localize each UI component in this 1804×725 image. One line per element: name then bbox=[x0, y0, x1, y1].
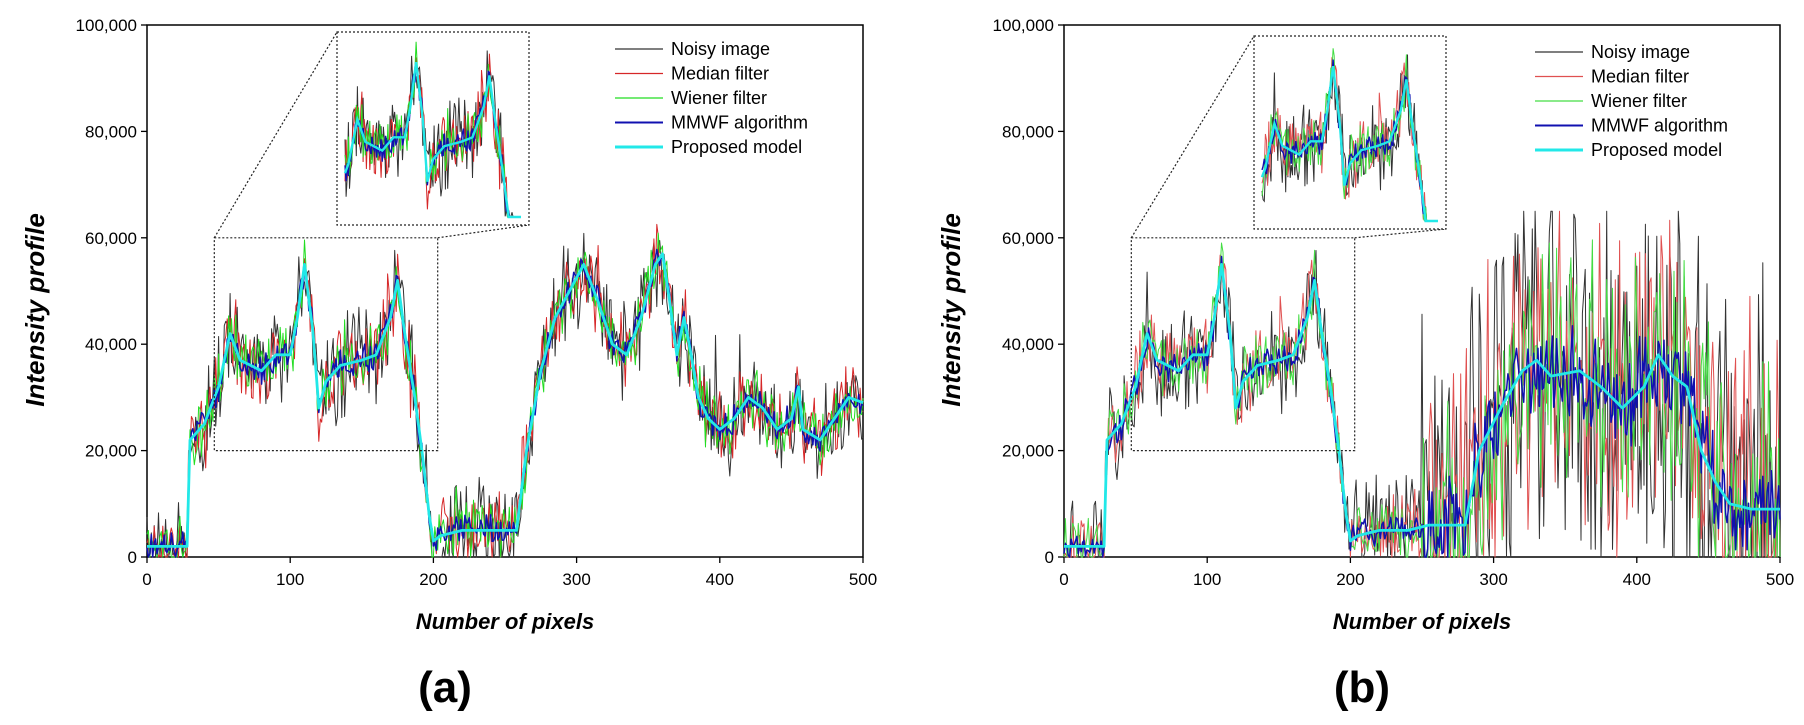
x-tick-label: 0 bbox=[1059, 570, 1068, 589]
zoom-connector bbox=[437, 224, 530, 239]
zoom-connector bbox=[1354, 228, 1447, 239]
legend-label: MMWF algorithm bbox=[671, 113, 808, 133]
y-axis-a: 0 20,000 40,000 60,000 80,000 100,000 bbox=[76, 16, 147, 567]
x-tick-label: 200 bbox=[419, 570, 447, 589]
x-tick-label: 100 bbox=[276, 570, 304, 589]
inset-series-line bbox=[344, 41, 521, 218]
y-tick-label: 40,000 bbox=[85, 335, 137, 354]
y-tick-label: 0 bbox=[128, 548, 137, 567]
inset-series-line bbox=[1261, 54, 1438, 222]
series-line-proposed-model bbox=[1064, 263, 1780, 548]
series-line-proposed-model bbox=[147, 252, 864, 548]
inset-a bbox=[336, 31, 530, 226]
zoom-region-box bbox=[213, 237, 439, 452]
legend-label: Median filter bbox=[1591, 67, 1689, 87]
series-line-noisy-image bbox=[146, 232, 864, 558]
y-axis-label-b: Intensity profile bbox=[936, 213, 966, 407]
inset-b bbox=[1253, 35, 1447, 230]
inset-series-line bbox=[1260, 65, 1438, 223]
series-line-wiener-filter bbox=[1063, 239, 1781, 558]
y-tick-label: 60,000 bbox=[1002, 229, 1054, 248]
x-axis-a: 0 100 200 300 400 500 bbox=[142, 557, 877, 589]
legend-label: Median filter bbox=[671, 64, 769, 84]
zoom-box-a bbox=[213, 31, 530, 452]
y-axis-b: 0 20,000 40,000 60,000 80,000 100,000 bbox=[993, 16, 1064, 567]
panel-label-b: (b) bbox=[1334, 663, 1390, 712]
series-line-noisy-image bbox=[1064, 210, 1781, 558]
legend-label: MMWF algorithm bbox=[1591, 116, 1728, 136]
y-tick-label: 40,000 bbox=[1002, 335, 1054, 354]
x-tick-label: 500 bbox=[849, 570, 877, 589]
chart-panel-b: 0 20,000 40,000 60,000 80,000 100,000 0 100 200… bbox=[936, 16, 1794, 712]
x-axis-label-b: Number of pixels bbox=[1333, 609, 1511, 634]
x-tick-label: 400 bbox=[1623, 570, 1651, 589]
x-tick-label: 400 bbox=[706, 570, 734, 589]
y-tick-label: 20,000 bbox=[1002, 442, 1054, 461]
x-axis-label-a: Number of pixels bbox=[416, 609, 594, 634]
inset-frame bbox=[1253, 35, 1447, 230]
legend-label: Proposed model bbox=[671, 137, 802, 157]
x-tick-label: 300 bbox=[562, 570, 590, 589]
zoom-region-box bbox=[1130, 237, 1356, 452]
x-tick-label: 0 bbox=[142, 570, 151, 589]
legend-label: Proposed model bbox=[1591, 140, 1722, 160]
legend-b: Noisy image Median filter Wiener filter MMW… bbox=[1535, 42, 1728, 160]
zoom-connector bbox=[1130, 35, 1255, 239]
y-axis-label-a: Intensity profile bbox=[20, 213, 50, 407]
inset-series-line bbox=[343, 61, 521, 219]
y-tick-label: 60,000 bbox=[85, 229, 137, 248]
zoom-box-b bbox=[1130, 35, 1447, 452]
zoom-connector bbox=[213, 31, 338, 239]
x-tick-label: 100 bbox=[1193, 570, 1221, 589]
legend-label: Wiener filter bbox=[671, 88, 767, 108]
chart-panel-a: 0 20,000 40,000 60,000 80,000 100,000 0 100 200… bbox=[20, 16, 877, 712]
y-tick-label: 100,000 bbox=[993, 16, 1054, 35]
y-tick-label: 100,000 bbox=[76, 16, 137, 35]
series-group-a bbox=[146, 223, 864, 558]
series-group-b bbox=[1063, 210, 1781, 558]
panel-label-a: (a) bbox=[418, 663, 472, 712]
y-tick-label: 80,000 bbox=[85, 122, 137, 141]
x-axis-b: 0 100 200 300 400 500 bbox=[1059, 557, 1794, 589]
plot-frame-a bbox=[146, 24, 864, 558]
legend-a: Noisy image Median filter Wiener filter MMW… bbox=[615, 39, 808, 157]
y-tick-label: 80,000 bbox=[1002, 122, 1054, 141]
x-tick-label: 300 bbox=[1479, 570, 1507, 589]
legend-label: Noisy image bbox=[671, 39, 770, 59]
series-line-mmwf-algorithm bbox=[146, 248, 864, 558]
y-tick-label: 0 bbox=[1045, 548, 1054, 567]
x-tick-label: 200 bbox=[1336, 570, 1364, 589]
x-tick-label: 500 bbox=[1766, 570, 1794, 589]
legend-label: Wiener filter bbox=[1591, 91, 1687, 111]
y-tick-label: 20,000 bbox=[85, 442, 137, 461]
legend-label: Noisy image bbox=[1591, 42, 1690, 62]
